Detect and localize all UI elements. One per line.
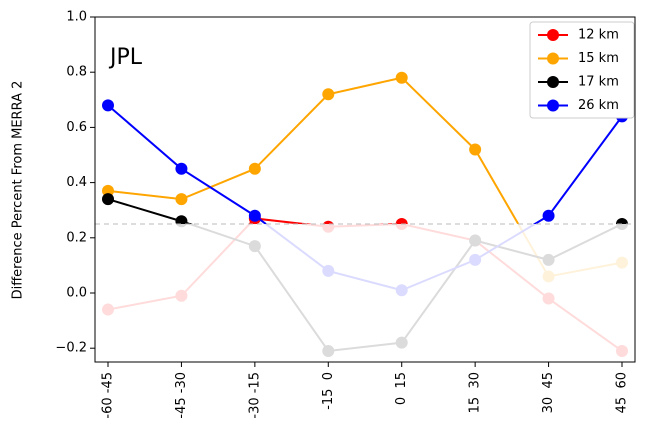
legend-label: 12 km — [578, 28, 619, 43]
x-tick-label: 15 30 — [468, 372, 483, 413]
legend-marker — [547, 99, 559, 112]
legend-marker — [547, 76, 559, 88]
fade-overlay — [95, 224, 635, 362]
y-tick-label: 0.6 — [66, 120, 87, 135]
point — [469, 143, 482, 156]
point — [542, 209, 555, 222]
legend-marker — [547, 29, 559, 41]
legend-box — [529, 21, 635, 119]
y-tick-label: 0.0 — [66, 286, 87, 301]
legend-marker — [547, 52, 559, 65]
x-tick-label: -30 -15 — [247, 372, 262, 419]
point — [102, 99, 114, 112]
y-tick-label: 0.2 — [66, 230, 87, 245]
point — [175, 193, 188, 206]
point — [175, 162, 188, 175]
legend-label: 15 km — [578, 51, 619, 66]
point — [102, 193, 114, 206]
x-tick-label: 45 60 — [615, 372, 630, 413]
legend-label: 26 km — [578, 98, 619, 113]
x-tick-label: -15 0 — [321, 372, 336, 410]
y-tick-label: 1.0 — [66, 10, 87, 25]
plot-frame — [94, 16, 636, 363]
y-tick-label: −0.2 — [55, 341, 87, 356]
y-tick-label: 0.8 — [66, 65, 87, 80]
y-tick-label: 0.4 — [66, 175, 87, 190]
legend-label: 17 km — [578, 75, 619, 90]
point — [248, 162, 261, 175]
annotation: JPL — [108, 45, 143, 70]
x-tick-label: -45 -30 — [174, 372, 189, 419]
point — [322, 88, 335, 101]
x-tick-label: 30 45 — [541, 372, 556, 413]
x-tick-label: 0 15 — [394, 372, 409, 405]
point — [248, 209, 261, 222]
point — [102, 184, 114, 197]
x-tick-label: -60 -45 — [101, 372, 116, 419]
point — [395, 71, 408, 84]
y-axis-label: Difference Percent From MERRA 2 — [11, 81, 26, 300]
